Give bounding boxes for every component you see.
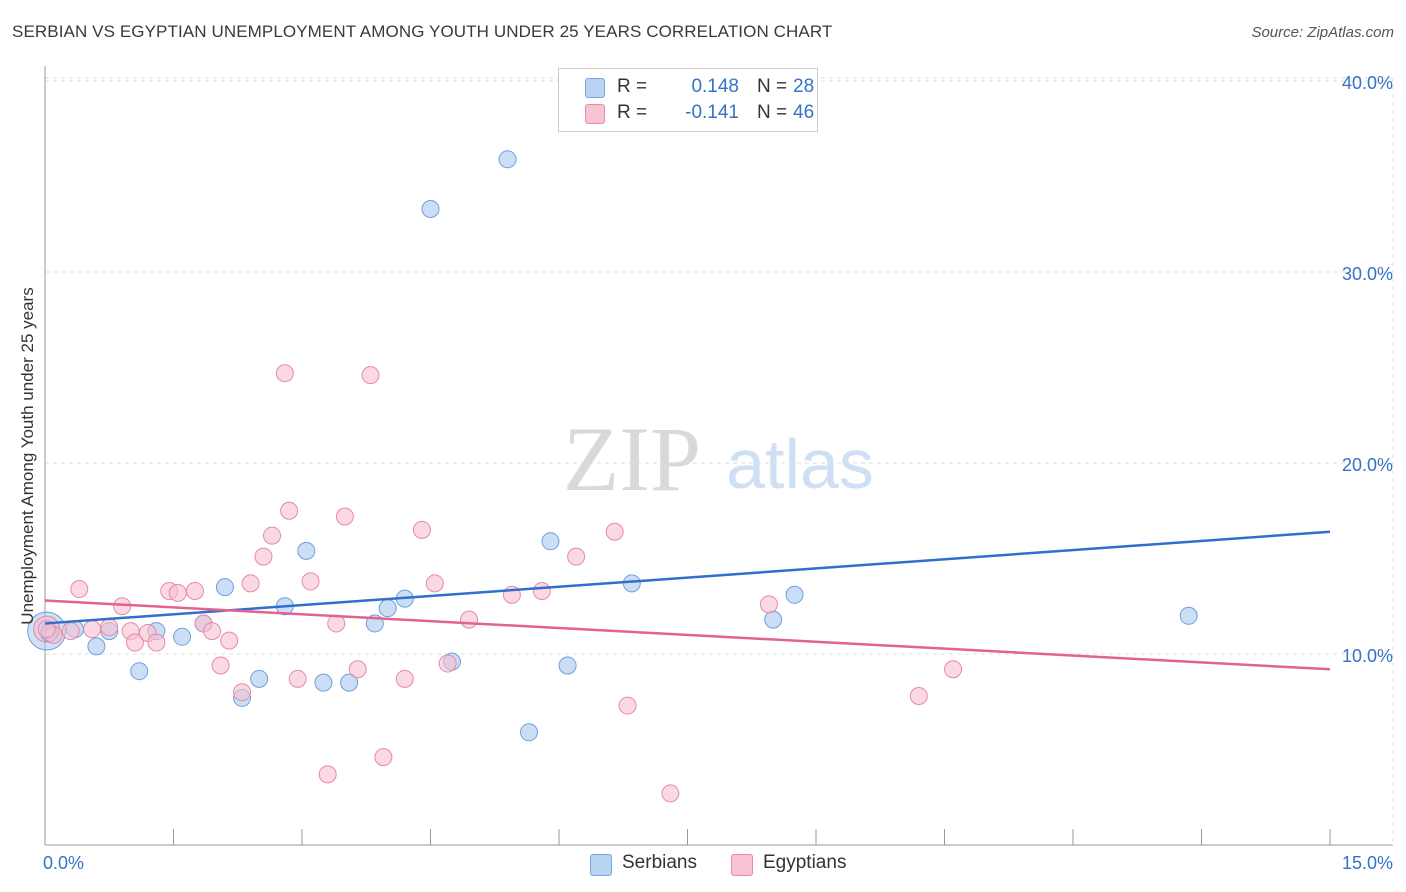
egyptian-point bbox=[425, 574, 444, 593]
egyptian-point bbox=[361, 366, 380, 385]
serbian-point bbox=[520, 723, 539, 742]
egyptian-point bbox=[395, 669, 414, 688]
y-axis-label: Unemployment Among Youth under 25 years bbox=[18, 287, 37, 624]
egyptian-point bbox=[100, 618, 119, 637]
serbian-point bbox=[215, 578, 234, 597]
legend-n-label: N = bbox=[757, 76, 788, 97]
egyptian-point bbox=[185, 581, 204, 600]
trend-layer bbox=[44, 530, 1331, 671]
serbian-point bbox=[250, 669, 269, 688]
egyptian-point bbox=[83, 620, 102, 639]
egyptian-point bbox=[532, 581, 551, 600]
egyptian-point bbox=[37, 620, 56, 639]
serbian-point bbox=[558, 656, 577, 675]
series-swatch-egyptians bbox=[731, 854, 753, 876]
legend-r-label: R = bbox=[617, 76, 648, 97]
egyptian-point bbox=[125, 633, 144, 652]
egyptian-point bbox=[335, 507, 354, 526]
egyptian-point bbox=[909, 687, 928, 706]
egyptian-point bbox=[438, 654, 457, 673]
grid-layer bbox=[45, 77, 1394, 845]
egyptian-point bbox=[412, 520, 431, 539]
egyptian-point bbox=[288, 669, 307, 688]
serbian-point bbox=[1179, 606, 1198, 625]
legend-n-value-egyptians: 46 bbox=[793, 102, 815, 123]
egyptian-point bbox=[254, 547, 273, 566]
egyptian-point bbox=[70, 580, 89, 599]
y-tick-label: 40.0% bbox=[1342, 73, 1393, 93]
serbian-point bbox=[378, 599, 397, 618]
serbian-point bbox=[498, 150, 517, 169]
egyptian-point bbox=[318, 765, 337, 784]
serbian-point bbox=[622, 574, 641, 593]
egyptian-point bbox=[280, 501, 299, 520]
y-tick-label: 30.0% bbox=[1342, 264, 1393, 284]
egyptian-point bbox=[460, 610, 479, 629]
points-layer bbox=[27, 150, 1198, 803]
legend-n-value-serbians: 28 bbox=[793, 76, 815, 97]
source-label: Source: ZipAtlas.com bbox=[1251, 24, 1394, 41]
legend-r-label: R = bbox=[617, 102, 648, 123]
serbian-point bbox=[785, 585, 804, 604]
y-tick-label: 10.0% bbox=[1342, 646, 1393, 666]
egyptian-trend-line bbox=[44, 599, 1331, 671]
series-swatch-serbians bbox=[590, 854, 612, 876]
egyptian-point bbox=[661, 784, 680, 803]
egyptian-point bbox=[203, 622, 222, 641]
serbian-trend-line bbox=[44, 530, 1331, 625]
egyptian-point bbox=[241, 574, 260, 593]
series-label-serbians: Serbians bbox=[622, 852, 697, 873]
legend-r-value-serbians: 0.148 bbox=[691, 76, 739, 97]
chart-title: SERBIAN VS EGYPTIAN UNEMPLOYMENT AMONG Y… bbox=[12, 22, 833, 41]
egyptian-point bbox=[233, 683, 252, 702]
watermark: ZIP atlas bbox=[563, 408, 874, 510]
egyptian-point bbox=[113, 597, 132, 616]
egyptian-point bbox=[618, 696, 637, 715]
legend-n-label: N = bbox=[757, 102, 788, 123]
egyptian-point bbox=[220, 631, 239, 650]
series-label-egyptians: Egyptians bbox=[763, 852, 847, 873]
egyptian-point bbox=[348, 660, 367, 679]
labels-layer: 10.0% 20.0% 30.0% 40.0% 0.0% 15.0% Unemploymen… bbox=[18, 73, 1393, 873]
serbian-point bbox=[130, 662, 149, 681]
serbian-point bbox=[541, 532, 560, 551]
egyptian-point bbox=[374, 748, 393, 767]
serbian-point bbox=[173, 627, 192, 646]
serbian-point bbox=[340, 673, 359, 692]
egyptian-point bbox=[168, 583, 187, 602]
egyptian-point bbox=[605, 522, 624, 541]
egyptian-point bbox=[211, 656, 230, 675]
serbian-point bbox=[764, 610, 783, 629]
axis-layer bbox=[44, 66, 1393, 846]
egyptian-point bbox=[263, 526, 282, 545]
serbian-point bbox=[314, 673, 333, 692]
egyptian-point bbox=[944, 660, 963, 679]
legend-swatch-egyptians bbox=[585, 104, 605, 124]
watermark-zip: ZIP bbox=[563, 408, 701, 510]
watermark-atlas: atlas bbox=[726, 425, 874, 503]
egyptian-point bbox=[61, 622, 80, 641]
y-tick-label: 20.0% bbox=[1342, 455, 1393, 475]
stats-legend: R = 0.148 N = 28 R = -0.141 N = 46 bbox=[558, 68, 818, 132]
legend-swatch-serbians bbox=[585, 78, 605, 98]
egyptian-point bbox=[567, 547, 586, 566]
x-tick-label-min: 0.0% bbox=[43, 853, 84, 873]
x-tick-label-max: 15.0% bbox=[1342, 853, 1393, 873]
legend-r-value-egyptians: -0.141 bbox=[685, 102, 739, 123]
serbian-point bbox=[87, 637, 106, 656]
serbian-point bbox=[421, 199, 440, 218]
egyptian-point bbox=[275, 364, 294, 383]
serbian-point bbox=[297, 541, 316, 560]
egyptian-point bbox=[147, 633, 166, 652]
egyptian-point bbox=[759, 595, 778, 614]
egyptian-point bbox=[301, 572, 320, 591]
